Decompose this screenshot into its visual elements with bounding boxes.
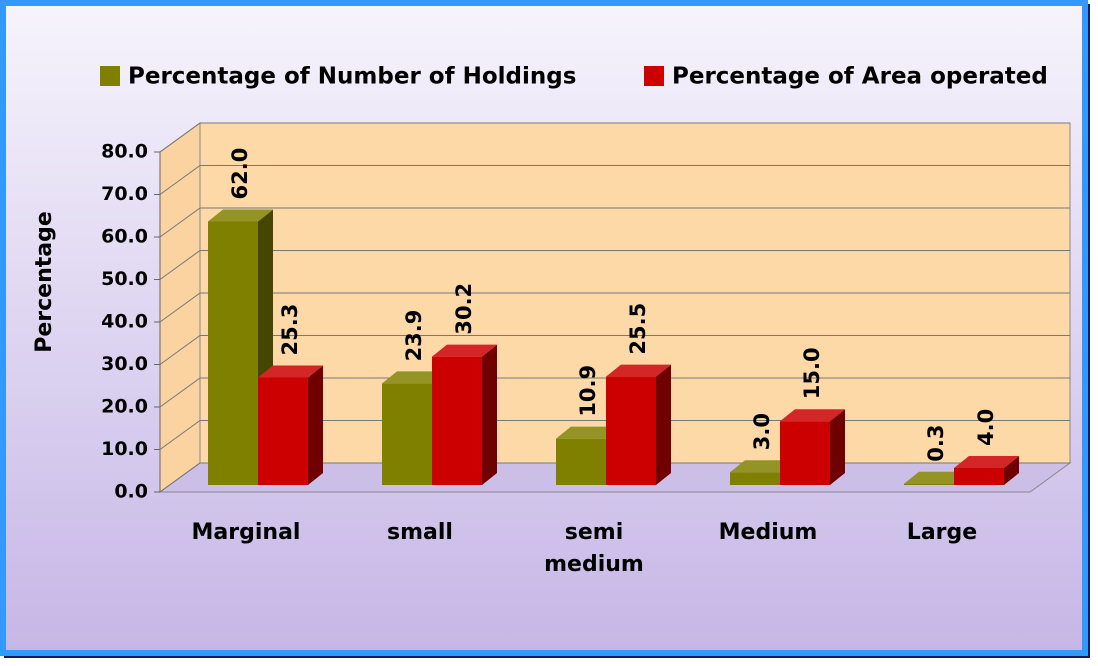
bar: [432, 356, 482, 485]
grid-line: [159, 420, 1070, 450]
y-tick-label: 20.0: [101, 396, 148, 418]
legend-swatch: [644, 66, 664, 86]
bar: [730, 472, 780, 485]
bar: [954, 468, 1004, 485]
grid-line: [159, 292, 1070, 323]
y-tick-label: 30.0: [101, 353, 148, 375]
bar-top: [432, 344, 497, 357]
y-axis-label: Percentage: [32, 211, 57, 353]
bar: [780, 421, 830, 485]
grid-line: [159, 377, 1070, 408]
x-tick-label: semi medium: [544, 520, 644, 577]
bar-top: [556, 426, 621, 439]
value-label: 4.0: [974, 409, 998, 446]
x-tick-label: small: [387, 520, 453, 545]
grid-line: [159, 165, 1070, 195]
x-tick-label: Medium: [718, 520, 818, 545]
bar-top: [606, 364, 671, 377]
grid-line: [159, 207, 1070, 238]
bar-top: [258, 365, 323, 378]
value-label: 25.5: [626, 303, 650, 355]
value-label: 15.0: [800, 347, 824, 399]
legend-label: Percentage of Number of Holdings: [128, 64, 576, 90]
bar-side: [308, 365, 323, 485]
grid-line: [159, 250, 1070, 280]
y-tick-label: 70.0: [101, 183, 148, 205]
y-tick-label: 50.0: [101, 268, 148, 290]
bar-top: [730, 460, 795, 473]
y-tick-label: 40.0: [101, 311, 148, 333]
bar: [556, 438, 606, 485]
y-tick-label: 80.0: [101, 141, 148, 163]
bar-side: [830, 409, 845, 485]
grid-line: [159, 122, 1070, 153]
y-tick-label: 0.0: [114, 481, 148, 503]
bar-top: [904, 471, 969, 484]
bar-side: [1004, 456, 1019, 485]
legend-label: Percentage of Area operated: [672, 64, 1048, 90]
bar: [904, 483, 954, 485]
value-label: 62.0: [228, 148, 252, 200]
bar-top: [208, 209, 273, 222]
value-label: 3.0: [750, 413, 774, 450]
bar-top: [780, 409, 845, 422]
bar-side: [656, 364, 671, 485]
bar: [606, 376, 656, 485]
bar-side: [482, 344, 497, 485]
bar: [258, 377, 308, 485]
value-label: 25.3: [278, 304, 302, 356]
x-tick-label: Large: [906, 520, 978, 545]
y-tick-label: 60.0: [101, 226, 148, 248]
grid-line: [159, 335, 1070, 365]
legend-swatch: [100, 66, 120, 86]
value-label: 30.2: [452, 283, 476, 335]
bar: [208, 221, 258, 485]
value-label: 23.9: [402, 310, 426, 362]
bar: [382, 383, 432, 485]
value-label: 0.3: [924, 425, 948, 462]
bar-top: [954, 456, 1019, 468]
x-tick-label: Marginal: [191, 520, 301, 545]
y-tick-label: 10.0: [101, 438, 148, 460]
bar-top: [382, 371, 447, 384]
value-label: 10.9: [576, 365, 600, 417]
